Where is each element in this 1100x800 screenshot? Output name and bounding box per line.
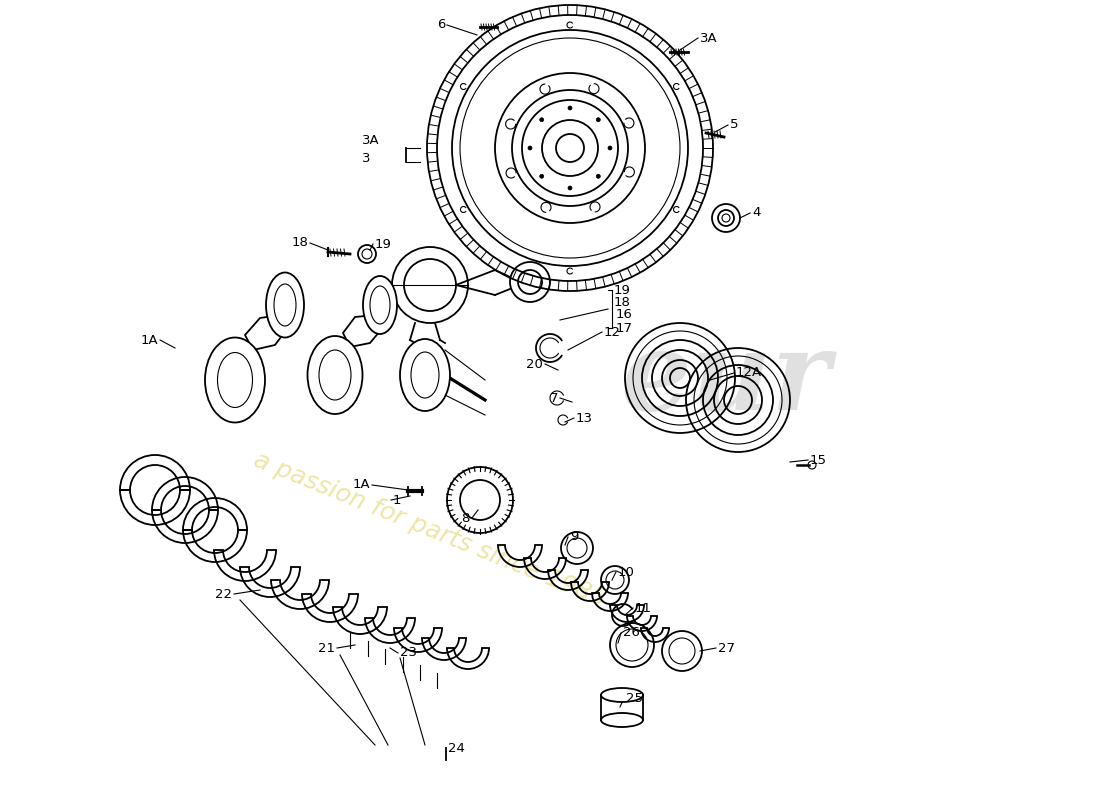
Text: 15: 15 <box>810 454 827 466</box>
Circle shape <box>608 146 612 150</box>
Text: 1A: 1A <box>352 478 370 491</box>
Text: 9: 9 <box>570 530 579 543</box>
Text: 25: 25 <box>626 691 644 705</box>
Text: 19: 19 <box>375 238 392 250</box>
Text: eur: eur <box>620 326 830 434</box>
Ellipse shape <box>601 688 643 702</box>
Ellipse shape <box>205 338 265 422</box>
Text: 13: 13 <box>576 411 593 425</box>
Text: 27: 27 <box>718 642 735 654</box>
Ellipse shape <box>319 350 351 400</box>
Circle shape <box>568 106 572 110</box>
Text: 1A: 1A <box>141 334 158 346</box>
Text: 26: 26 <box>623 626 640 639</box>
Text: 17: 17 <box>616 322 632 334</box>
Ellipse shape <box>411 352 439 398</box>
Polygon shape <box>343 315 385 347</box>
Text: 19: 19 <box>614 283 631 297</box>
Text: 5: 5 <box>730 118 738 131</box>
Text: 6: 6 <box>437 18 446 31</box>
Text: 11: 11 <box>635 602 652 614</box>
Ellipse shape <box>601 713 643 727</box>
Text: 7: 7 <box>550 391 558 405</box>
Text: 12A: 12A <box>736 366 762 379</box>
Ellipse shape <box>274 284 296 326</box>
Text: 3A: 3A <box>700 31 717 45</box>
Text: 23: 23 <box>400 646 417 659</box>
Ellipse shape <box>370 286 390 324</box>
Ellipse shape <box>400 339 450 411</box>
Text: a passion for parts since 1985: a passion for parts since 1985 <box>251 448 609 612</box>
Ellipse shape <box>266 273 304 338</box>
Circle shape <box>568 186 572 190</box>
Text: 20: 20 <box>526 358 543 370</box>
Text: 12: 12 <box>604 326 622 338</box>
Circle shape <box>528 146 532 150</box>
Text: 3A: 3A <box>362 134 380 146</box>
Circle shape <box>596 118 601 122</box>
Text: 10: 10 <box>618 566 635 578</box>
Ellipse shape <box>363 276 397 334</box>
Text: 1: 1 <box>393 494 402 506</box>
Polygon shape <box>245 315 290 350</box>
Text: 8: 8 <box>462 511 470 525</box>
Text: 18: 18 <box>614 297 631 310</box>
Ellipse shape <box>308 336 363 414</box>
Text: 18: 18 <box>292 237 308 250</box>
Ellipse shape <box>218 353 253 407</box>
Text: 22: 22 <box>214 587 232 601</box>
Circle shape <box>540 174 543 178</box>
Text: 4: 4 <box>752 206 760 219</box>
Text: 3: 3 <box>362 151 370 165</box>
Text: 21: 21 <box>318 642 336 654</box>
Circle shape <box>596 174 601 178</box>
Text: 24: 24 <box>448 742 465 754</box>
Text: 16: 16 <box>616 309 632 322</box>
Circle shape <box>540 118 543 122</box>
